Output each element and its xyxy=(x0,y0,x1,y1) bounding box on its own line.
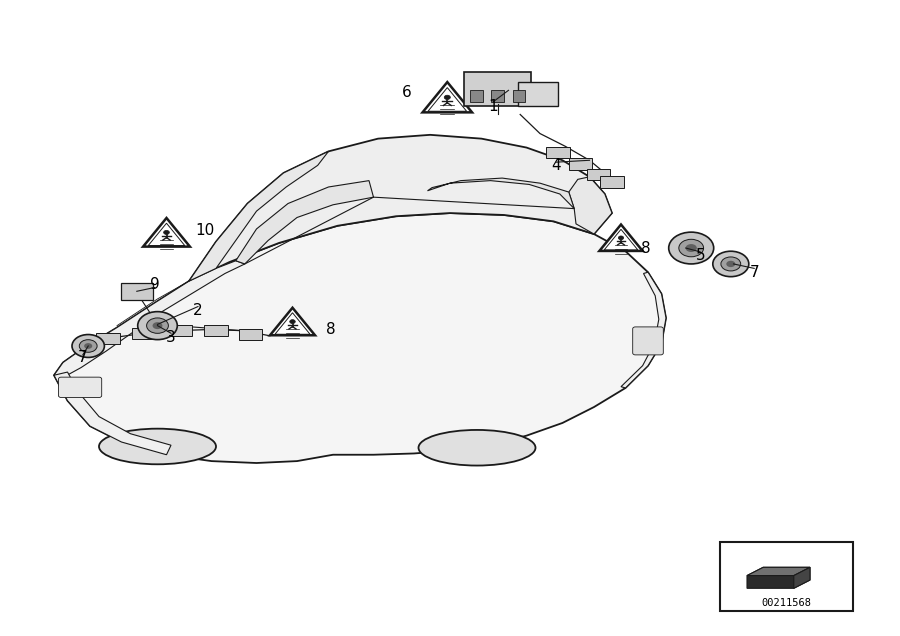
Circle shape xyxy=(721,257,741,271)
Polygon shape xyxy=(54,261,245,377)
Text: 4: 4 xyxy=(552,158,561,173)
FancyBboxPatch shape xyxy=(518,82,558,106)
Polygon shape xyxy=(794,567,810,588)
FancyBboxPatch shape xyxy=(464,72,531,106)
Text: 8: 8 xyxy=(642,240,651,256)
Circle shape xyxy=(679,239,704,257)
Text: 3: 3 xyxy=(166,329,176,345)
Polygon shape xyxy=(189,135,612,281)
FancyBboxPatch shape xyxy=(587,169,610,180)
Circle shape xyxy=(79,340,97,352)
Text: 2: 2 xyxy=(194,303,202,318)
Polygon shape xyxy=(189,151,328,281)
FancyBboxPatch shape xyxy=(600,176,624,188)
FancyBboxPatch shape xyxy=(546,147,570,158)
Circle shape xyxy=(445,95,450,99)
Polygon shape xyxy=(747,567,810,576)
Polygon shape xyxy=(54,372,171,455)
FancyBboxPatch shape xyxy=(96,333,120,344)
FancyBboxPatch shape xyxy=(168,325,192,336)
Polygon shape xyxy=(270,308,315,335)
Circle shape xyxy=(669,232,714,264)
Polygon shape xyxy=(54,213,666,463)
FancyBboxPatch shape xyxy=(513,90,526,102)
Polygon shape xyxy=(599,225,643,251)
Text: 1: 1 xyxy=(489,99,498,114)
Polygon shape xyxy=(236,181,374,264)
FancyBboxPatch shape xyxy=(132,328,156,339)
FancyBboxPatch shape xyxy=(720,542,853,611)
Circle shape xyxy=(138,312,177,340)
FancyBboxPatch shape xyxy=(633,327,663,355)
FancyBboxPatch shape xyxy=(204,325,228,336)
Circle shape xyxy=(713,251,749,277)
Ellipse shape xyxy=(418,430,536,466)
Text: 8: 8 xyxy=(327,322,336,337)
Circle shape xyxy=(164,230,169,235)
FancyBboxPatch shape xyxy=(569,158,592,170)
Polygon shape xyxy=(621,272,666,388)
FancyBboxPatch shape xyxy=(470,90,482,102)
Circle shape xyxy=(147,318,168,333)
FancyBboxPatch shape xyxy=(58,377,102,398)
FancyBboxPatch shape xyxy=(121,283,153,300)
Text: 00211568: 00211568 xyxy=(761,598,812,608)
FancyBboxPatch shape xyxy=(238,329,262,340)
Text: 7: 7 xyxy=(78,350,87,365)
Circle shape xyxy=(618,236,624,240)
Polygon shape xyxy=(569,177,612,234)
Ellipse shape xyxy=(99,429,216,464)
Polygon shape xyxy=(143,218,190,247)
Circle shape xyxy=(72,335,104,357)
Polygon shape xyxy=(428,178,574,209)
Text: 9: 9 xyxy=(150,277,159,293)
Text: 5: 5 xyxy=(696,248,705,263)
Circle shape xyxy=(686,244,697,252)
Polygon shape xyxy=(423,82,472,113)
Text: 10: 10 xyxy=(195,223,215,238)
Circle shape xyxy=(726,261,735,267)
Text: 6: 6 xyxy=(402,85,411,100)
Circle shape xyxy=(153,322,162,329)
Circle shape xyxy=(85,343,92,349)
Circle shape xyxy=(290,320,295,324)
FancyBboxPatch shape xyxy=(491,90,504,102)
Text: 7: 7 xyxy=(750,265,759,280)
Polygon shape xyxy=(747,567,810,588)
